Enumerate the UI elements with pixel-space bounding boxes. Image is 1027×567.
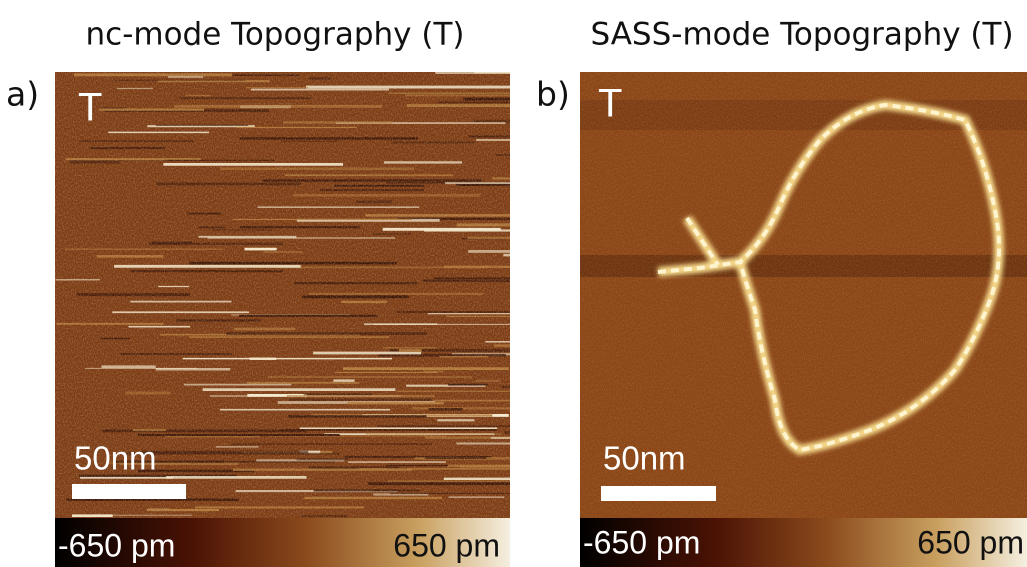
panel-label: a): [6, 75, 39, 114]
panel-title: nc-mode Topography (T): [86, 17, 465, 53]
colorbar-min: -650 pm: [583, 524, 700, 560]
colorbar-max: 650 pm: [393, 527, 500, 563]
scale-bar: [601, 486, 716, 501]
scale-bar-label: 50nm: [603, 440, 686, 477]
channel-label: T: [598, 82, 622, 126]
figure: nc-mode Topography (T) a) T 50nm -650 pm…: [0, 0, 1027, 567]
colorbar-min: -650 pm: [58, 527, 175, 563]
panel-label: b): [536, 75, 570, 114]
channel-label: T: [78, 86, 102, 130]
scale-bar: [72, 484, 186, 499]
colorbar-max: 650 pm: [917, 524, 1024, 560]
scale-bar-label: 50nm: [74, 440, 157, 477]
panel-title: SASS-mode Topography (T): [590, 17, 1013, 53]
